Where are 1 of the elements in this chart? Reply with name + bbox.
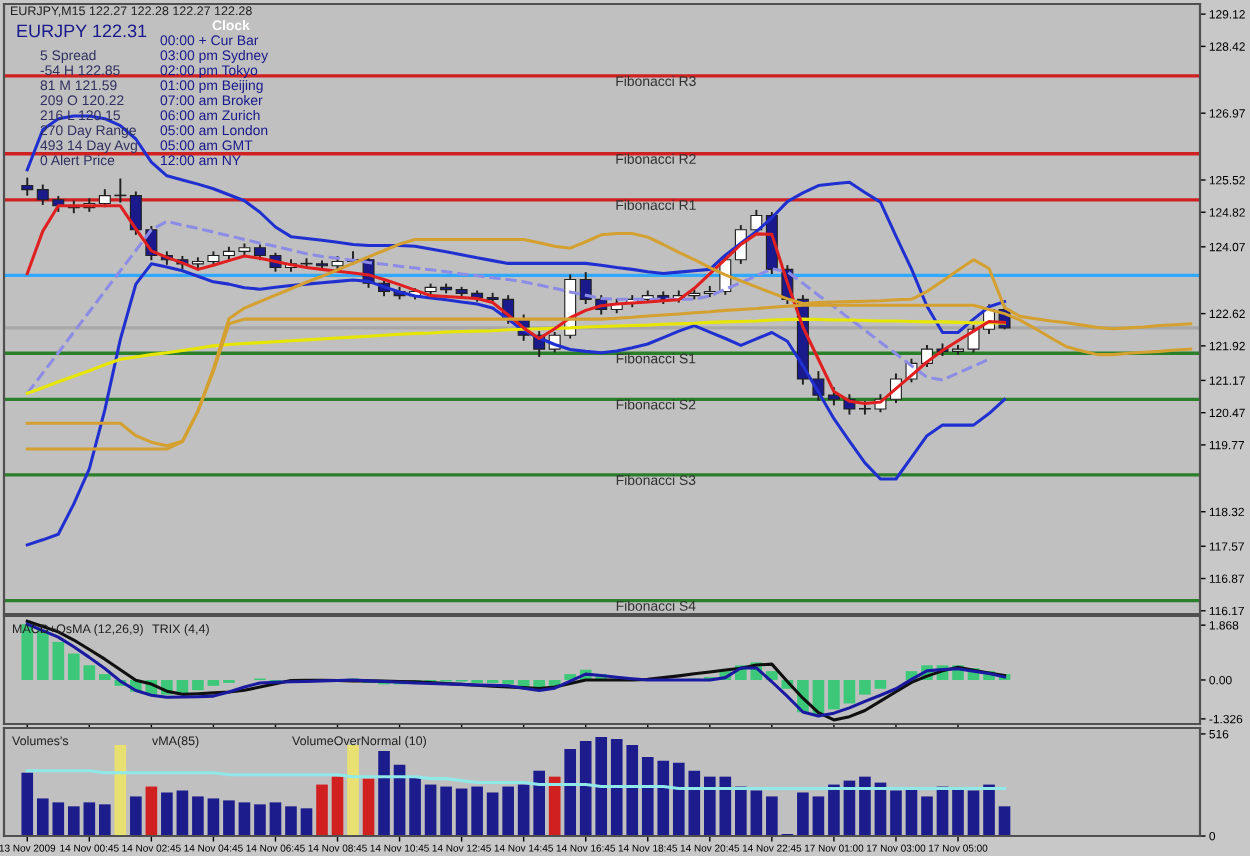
annotation: EURJPY 122.31 <box>17 24 147 38</box>
